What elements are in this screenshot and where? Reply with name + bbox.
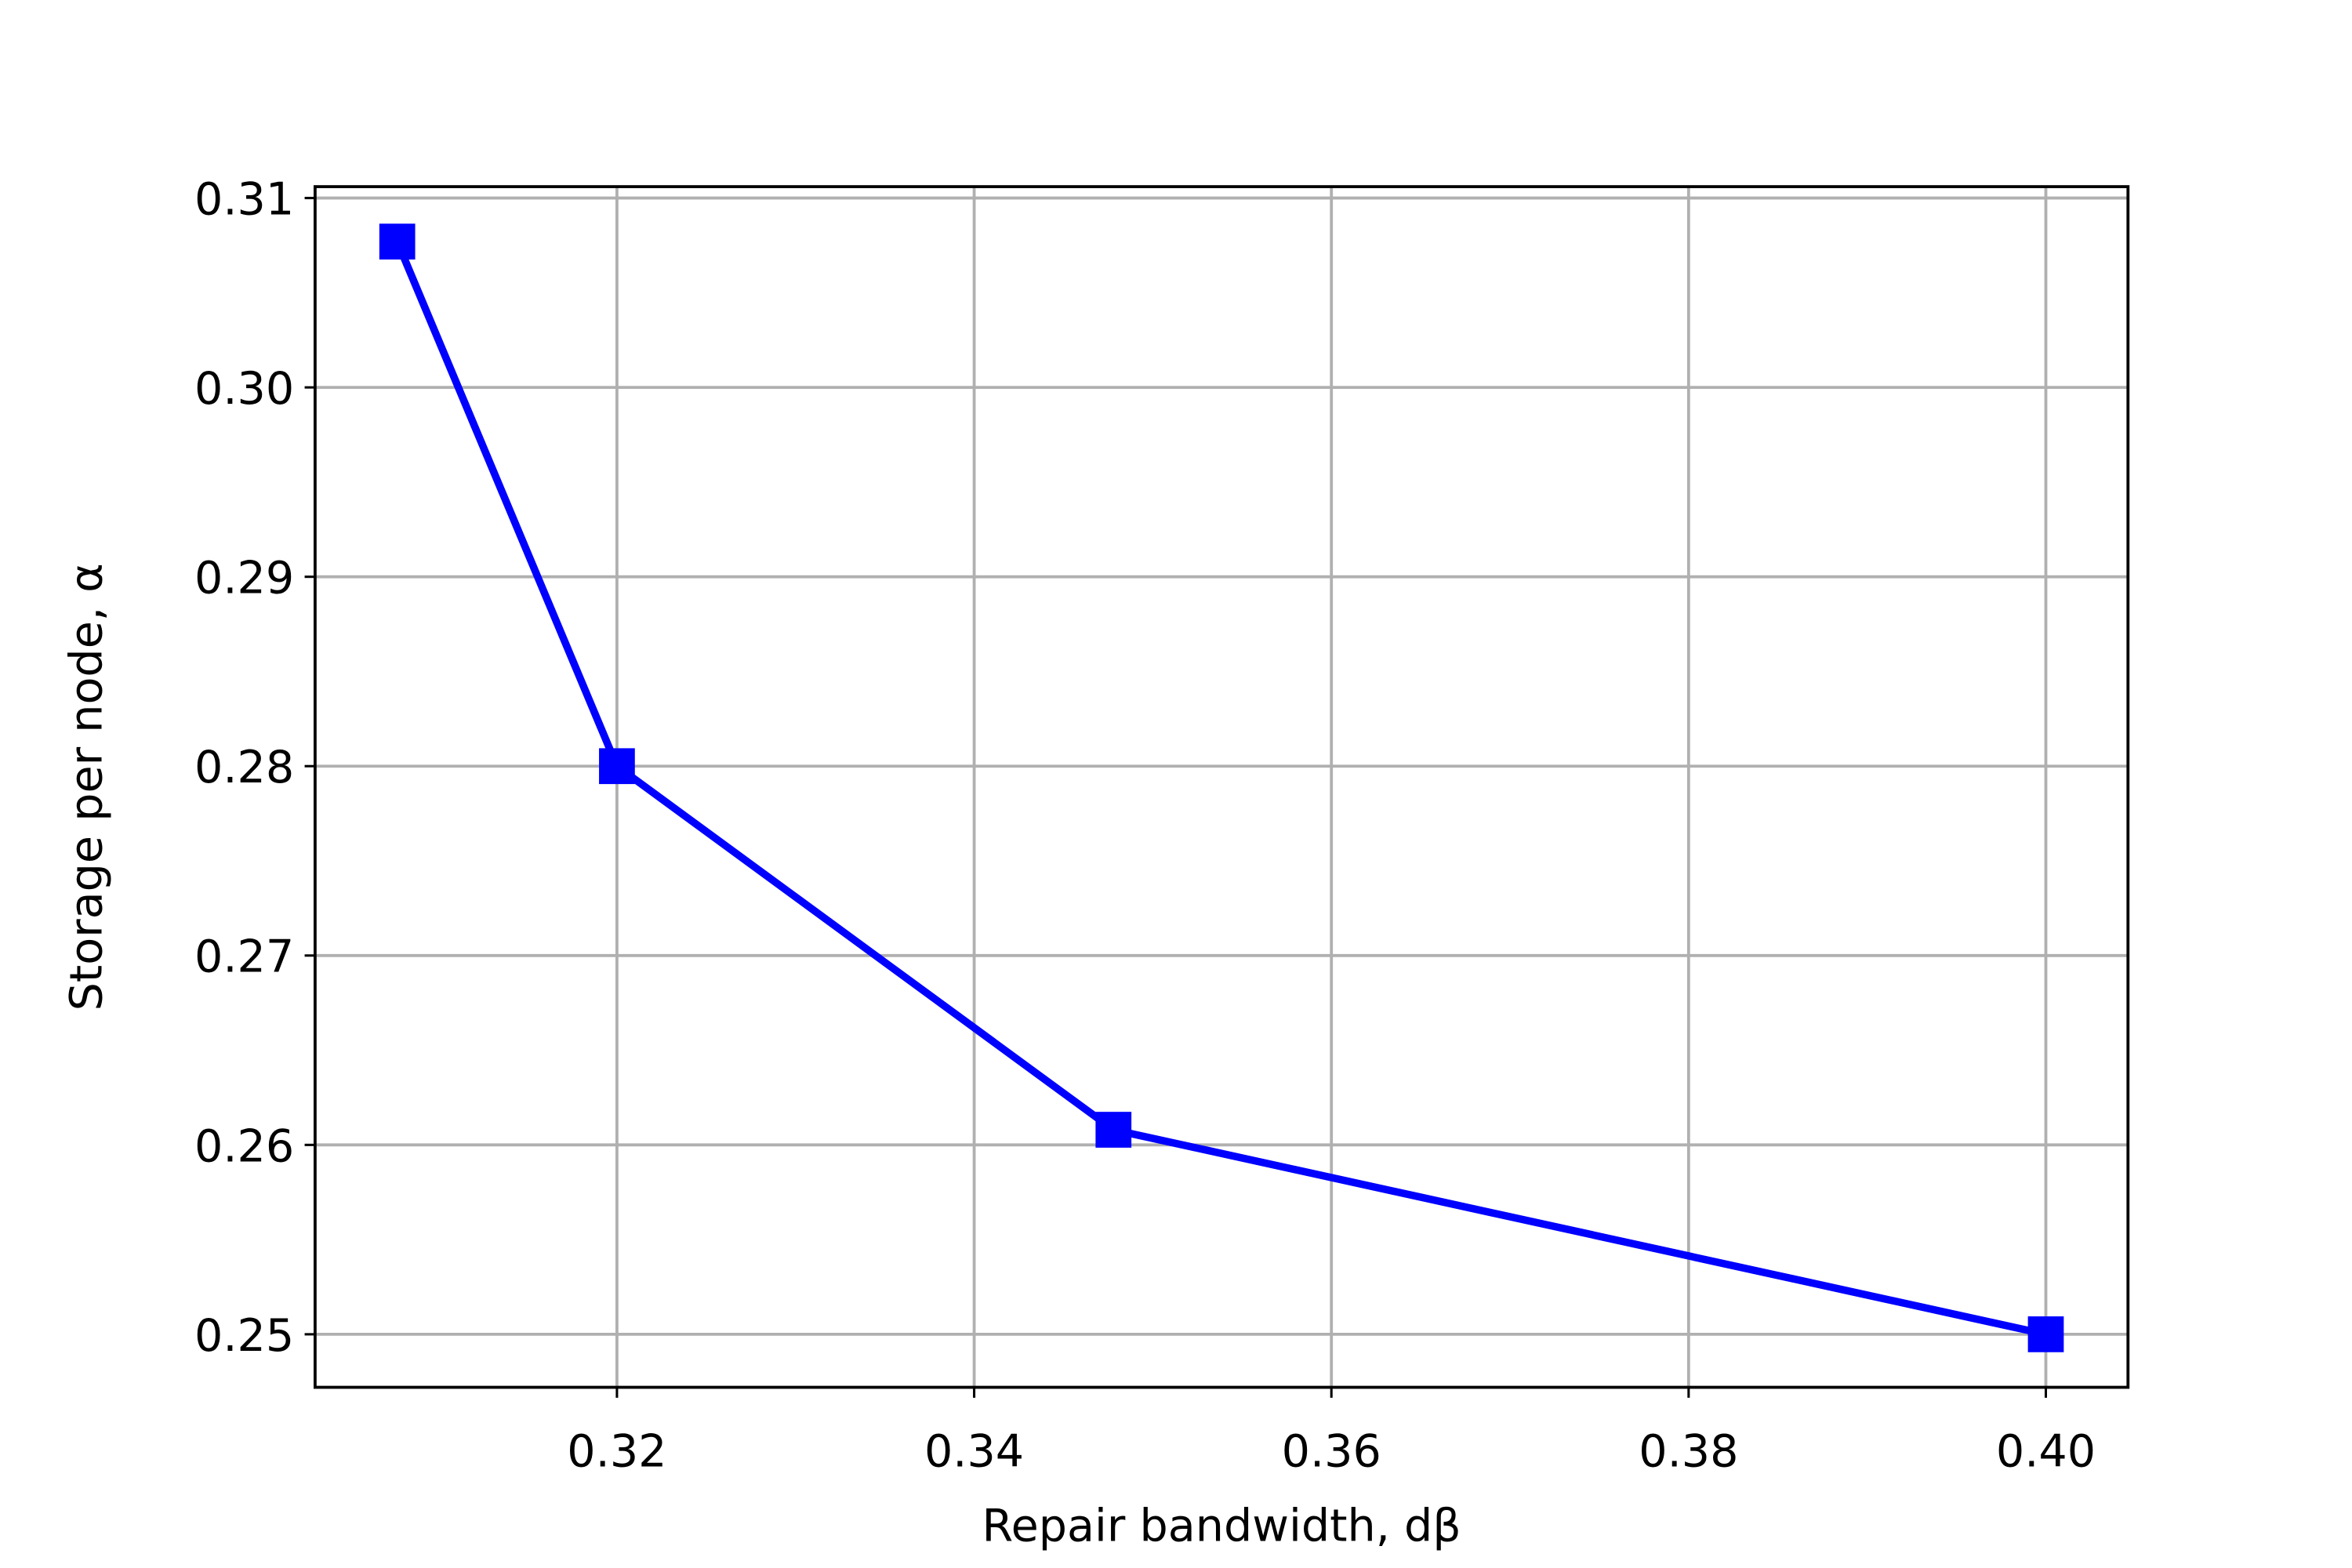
line	[394, 240, 2047, 1338]
x-tick-label: 0.38	[1639, 1425, 1738, 1477]
y-tick-label: 0.29	[194, 553, 294, 604]
x-tick-label: 0.32	[567, 1425, 666, 1477]
marker	[2027, 1316, 2064, 1352]
marker	[599, 748, 635, 785]
y-tick-label: 0.31	[194, 174, 294, 226]
y-tick-label: 0.25	[194, 1310, 294, 1362]
y-tick-label: 0.30	[194, 363, 294, 415]
x-axis-label: Repair bandwidth, dβ	[982, 1501, 1461, 1552]
y-tick-label: 0.28	[194, 742, 294, 793]
marker	[379, 223, 416, 260]
marker	[1095, 1112, 1132, 1148]
y-tick-label: 0.26	[194, 1120, 294, 1172]
y-tick-label: 0.27	[194, 931, 294, 983]
x-tick-label: 0.34	[924, 1425, 1024, 1477]
x-tick-label: 0.40	[1996, 1425, 2096, 1477]
y-axis-label: Storage per node, α	[61, 563, 113, 1011]
x-tick-label: 0.36	[1282, 1425, 1381, 1477]
plot-frame	[314, 185, 2130, 1389]
